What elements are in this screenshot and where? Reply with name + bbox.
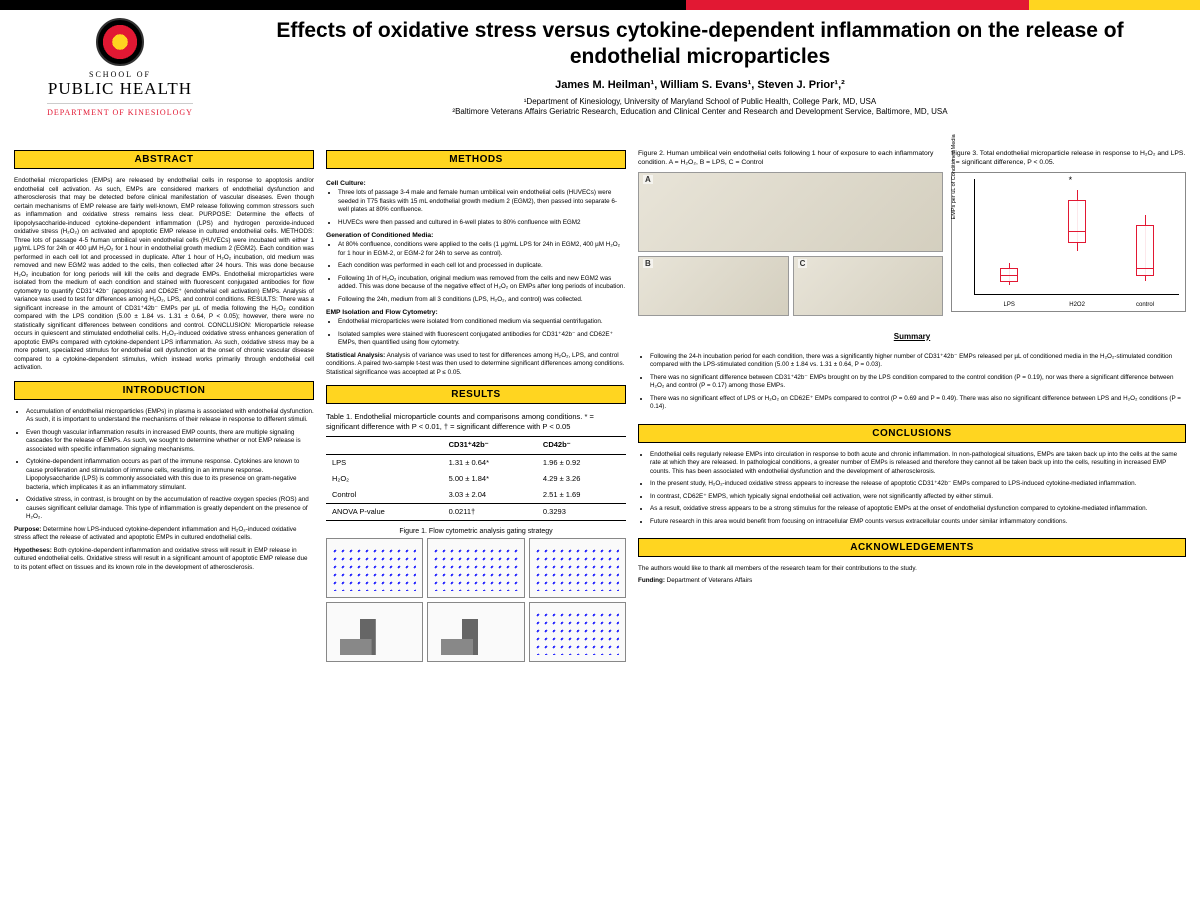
flow-plot-icon: [529, 538, 626, 598]
fig2-caption: Figure 2. Human umbilical vein endotheli…: [638, 150, 943, 168]
summary-body: Following the 24-h incubation period for…: [638, 353, 1186, 416]
table-cell: 4.29 ± 3.26: [537, 471, 626, 487]
results-table: CD31⁺42b⁻ CD42b⁻ LPS1.31 ± 0.64*1.96 ± 0…: [326, 436, 626, 521]
top-stripe: [0, 0, 1200, 10]
abstract-body: Endothelial microparticles (EMPs) are re…: [14, 177, 314, 373]
methods-bullet: Endothelial microparticles were isolated…: [338, 318, 626, 327]
logo-dept: DEPARTMENT OF KINESIOLOGY: [47, 103, 193, 117]
table-header: CD31⁺42b⁻: [443, 437, 537, 454]
conclusions-bullet: In contrast, CD62E⁺ EMPS, which typicall…: [650, 493, 1186, 502]
table-cell: 1.31 ± 0.64*: [443, 454, 537, 471]
conclusions-bullet: Future research in this area would benef…: [650, 518, 1186, 527]
table-cell: 0.3293: [537, 503, 626, 520]
methods-bullet: Isolated samples were stained with fluor…: [338, 331, 626, 348]
methods-header: METHODS: [326, 150, 626, 169]
methods-bullet: Following 1h of H₂O₂ incubation, origina…: [338, 275, 626, 292]
table-cell: 3.03 ± 2.04: [443, 487, 537, 504]
fig3-caption: Figure 3. Total endothelial microparticl…: [951, 150, 1186, 168]
methods-bullet: At 80% confluence, conditions were appli…: [338, 241, 626, 258]
institution-logo: SCHOOL OF PUBLIC HEALTH DEPARTMENT OF KI…: [20, 18, 220, 144]
intro-bullet: Even though vascular inflammation result…: [26, 429, 314, 455]
ack-text: The authors would like to thank all memb…: [638, 565, 1186, 574]
intro-bullet: Cytokine-dependent inflammation occurs a…: [26, 458, 314, 492]
microscopy-image: A: [638, 172, 943, 252]
hypotheses-text: Both cytokine-dependent inflammation and…: [14, 547, 308, 571]
microscopy-image: C: [793, 256, 944, 316]
methods-sub1: Cell Culture:: [326, 179, 626, 188]
methods-bullet: Following the 24h, medium from all 3 con…: [338, 296, 626, 305]
summary-bullet: There was no significant effect of LPS o…: [650, 395, 1186, 412]
table-cell: 0.0211†: [443, 503, 537, 520]
table-header: CD42b⁻: [537, 437, 626, 454]
flow-plot-icon: [326, 602, 423, 662]
results-body: Table 1. Endothelial microparticle count…: [326, 412, 626, 662]
funding-text: Department of Veterans Affairs: [665, 577, 752, 584]
table-cell: 1.96 ± 0.92: [537, 454, 626, 471]
figure-3: Figure 3. Total endothelial microparticl…: [951, 150, 1186, 316]
fig1-caption: Figure 1. Flow cytometric analysis gatin…: [326, 527, 626, 536]
conclusions-bullet: As a result, oxidative stress appears to…: [650, 505, 1186, 514]
affiliation-1: ¹Department of Kinesiology, University o…: [240, 97, 1160, 107]
summary-bullet: There was no significant difference betw…: [650, 374, 1186, 391]
results-header: RESULTS: [326, 385, 626, 404]
table-cell: H₂O₂: [326, 471, 443, 487]
purpose-label: Purpose:: [14, 526, 41, 533]
conclusions-body: Endothelial cells regularly release EMPs…: [638, 451, 1186, 531]
methods-sub4: Statistical Analysis:: [326, 352, 385, 359]
hypotheses-label: Hypotheses:: [14, 547, 52, 554]
table-cell: 2.51 ± 1.69: [537, 487, 626, 504]
content-grid: ABSTRACT Endothelial microparticles (EMP…: [0, 150, 1200, 900]
flow-plot-icon: [427, 602, 524, 662]
funding-label: Funding:: [638, 577, 665, 584]
methods-sub3: EMP Isolation and Flow Cytometry:: [326, 308, 626, 317]
methods-body: Cell Culture: Three lots of passage 3-4 …: [326, 177, 626, 377]
table-cell: Control: [326, 487, 443, 504]
abstract-header: ABSTRACT: [14, 150, 314, 169]
methods-bullet: Three lots of passage 3-4 male and femal…: [338, 189, 626, 215]
table-cell: 5.00 ± 1.84*: [443, 471, 537, 487]
microscopy-image: B: [638, 256, 789, 316]
intro-body: Accumulation of endothelial microparticl…: [14, 408, 314, 573]
intro-bullet: Oxidative stress, in contrast, is brough…: [26, 496, 314, 522]
flow-plot-icon: [529, 602, 626, 662]
purpose-text: Determine how LPS-induced cytokine-depen…: [14, 526, 296, 542]
methods-sub2: Generation of Conditioned Media:: [326, 231, 626, 240]
ack-body: The authors would like to thank all memb…: [638, 565, 1186, 585]
poster-title: Effects of oxidative stress versus cytok…: [240, 18, 1160, 71]
university-seal-icon: [96, 18, 144, 66]
boxplot-ylabel: EMPs per uL of Conditioned Media: [951, 134, 957, 219]
methods-bullet: Each condition was performed in each cel…: [338, 262, 626, 271]
summary-header: Summary: [638, 332, 1186, 341]
boxplot-chart: EMPs per uL of Conditioned Media * LPSH2…: [951, 172, 1186, 312]
logo-line2: PUBLIC HEALTH: [47, 79, 193, 99]
ack-header: ACKNOWLEDGEMENTS: [638, 538, 1186, 557]
flow-cytometry-figure: [326, 538, 626, 662]
figure-2: Figure 2. Human umbilical vein endotheli…: [638, 150, 943, 316]
table-header: [326, 437, 443, 454]
table1-caption: Table 1. Endothelial microparticle count…: [326, 412, 626, 432]
intro-header: INTRODUCTION: [14, 381, 314, 400]
affiliation-2: ²Baltimore Veterans Affairs Geriatric Re…: [240, 107, 1160, 117]
authors: James M. Heilman¹, William S. Evans¹, St…: [240, 79, 1160, 91]
table-cell: ANOVA P-value: [326, 503, 443, 520]
logo-line1: SCHOOL OF: [47, 70, 193, 79]
flow-plot-icon: [326, 538, 423, 598]
summary-bullet: Following the 24-h incubation period for…: [650, 353, 1186, 370]
methods-bullet: HUVECs were then passed and cultured in …: [338, 219, 626, 228]
poster: SCHOOL OF PUBLIC HEALTH DEPARTMENT OF KI…: [0, 0, 1200, 900]
conclusions-bullet: Endothelial cells regularly release EMPs…: [650, 451, 1186, 477]
intro-bullet: Accumulation of endothelial microparticl…: [26, 408, 314, 425]
conclusions-header: CONCLUSIONS: [638, 424, 1186, 443]
flow-plot-icon: [427, 538, 524, 598]
header: SCHOOL OF PUBLIC HEALTH DEPARTMENT OF KI…: [0, 10, 1200, 150]
table-cell: LPS: [326, 454, 443, 471]
conclusions-bullet: In the present study, H₂O₂-induced oxida…: [650, 480, 1186, 489]
